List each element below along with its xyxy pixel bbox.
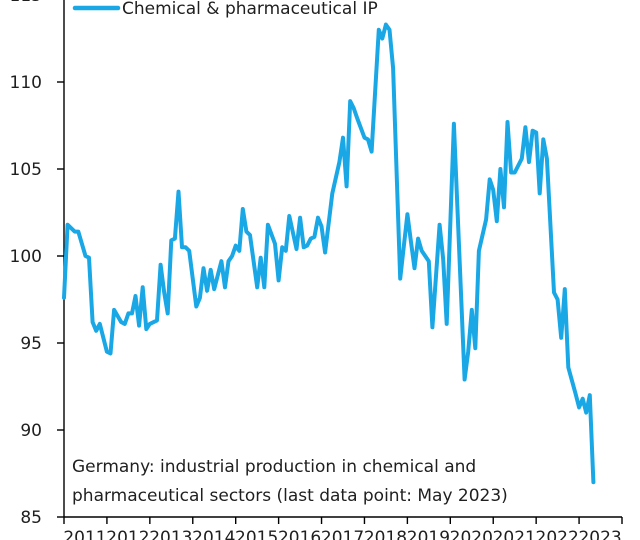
y-tick-label: 85 [20,508,42,528]
x-tick-label: 2022 [536,528,579,540]
y-tick-label: 105 [10,160,42,180]
y-axis: 85 90 95 100 105 110 115 [10,0,65,528]
legend-label: Chemical & pharmaceutical IP [122,0,378,19]
x-tick-label: 2016 [278,528,321,540]
x-tick-label: 2021 [493,528,536,540]
series-layer [62,22,596,485]
x-tick-label: 2018 [364,528,407,540]
y-tick-label: 100 [10,247,42,267]
x-tick-label: 2017 [321,528,364,540]
x-tick-label: 2020 [450,528,493,540]
y-tick-label: 95 [20,334,42,354]
chart-annotation: Germany: industrial production in chemic… [72,457,508,506]
series-line [62,22,596,485]
x-axis: 2011 2012 2013 2014 2015 2016 2017 2018 2019 2020… [63,516,623,540]
y-tick-label: 110 [10,73,42,93]
legend: Chemical & pharmaceutical IP [72,0,378,19]
x-tick-label: 2019 [407,528,450,540]
y-tick-label: 90 [20,421,42,441]
x-tick-label: 2023 [578,528,621,540]
x-tick-label: 2014 [192,528,235,540]
x-tick-label: 2011 [63,528,106,540]
y-tick-label: 115 [10,0,42,6]
x-tick-label: 2012 [106,528,149,540]
x-tick-label: 2015 [235,528,278,540]
annotation-line-1: Germany: industrial production in chemic… [72,457,476,477]
x-tick-label: 2013 [149,528,192,540]
annotation-line-2: pharmaceutical sectors (last data point:… [72,486,508,506]
